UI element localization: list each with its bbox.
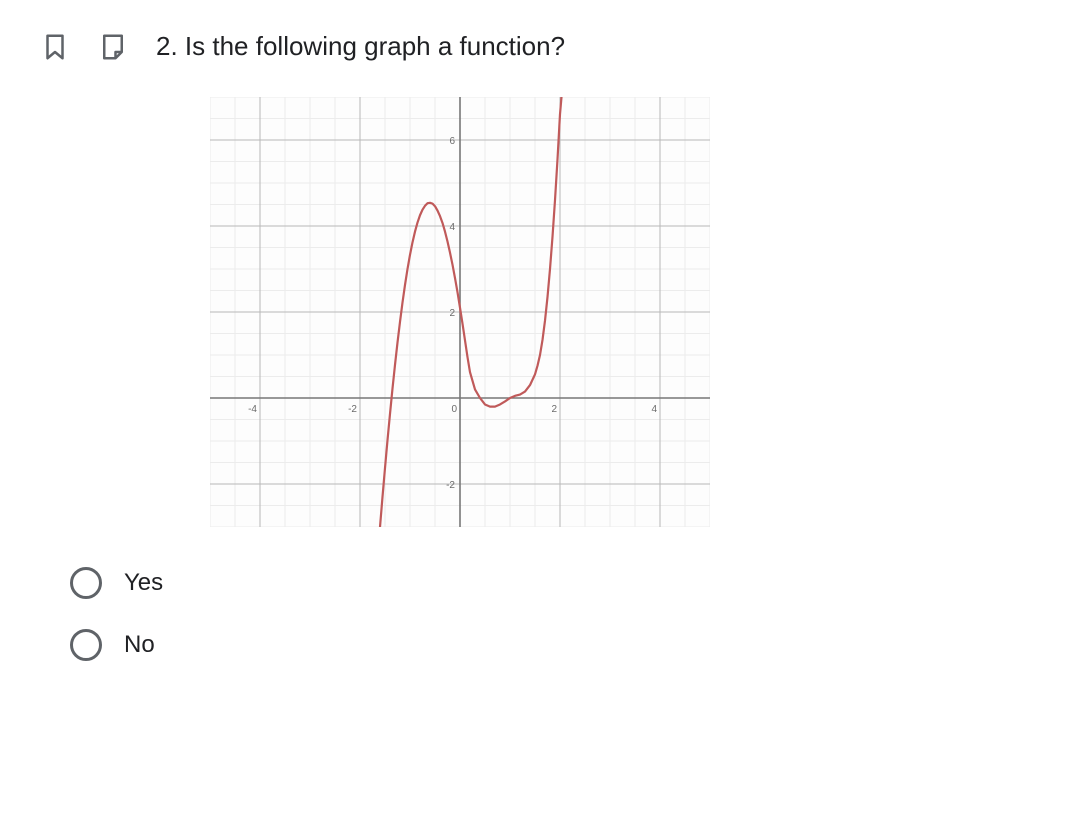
bookmark-icon[interactable] <box>40 32 70 67</box>
question-body: Is the following graph a function? <box>185 31 565 61</box>
question-text: 2. Is the following graph a function? <box>156 30 565 64</box>
answer-label: No <box>124 631 155 659</box>
svg-text:-4: -4 <box>248 404 257 415</box>
answer-label: Yes <box>124 569 163 597</box>
svg-text:6: 6 <box>449 136 455 147</box>
question-number: 2. <box>156 31 178 61</box>
answer-option-yes[interactable]: Yes <box>70 567 1032 599</box>
svg-text:2: 2 <box>449 308 455 319</box>
svg-text:4: 4 <box>651 404 657 415</box>
answer-option-no[interactable]: No <box>70 629 1032 661</box>
svg-text:0: 0 <box>451 404 457 415</box>
note-icon[interactable] <box>98 32 128 67</box>
answer-list: Yes No <box>70 567 1032 661</box>
graph-container: -4 -2 0 2 4 -2 2 4 6 <box>210 97 1032 527</box>
radio-icon <box>70 567 102 599</box>
svg-text:4: 4 <box>449 222 455 233</box>
radio-icon <box>70 629 102 661</box>
svg-text:-2: -2 <box>348 404 357 415</box>
icon-group <box>40 30 128 67</box>
graph: -4 -2 0 2 4 -2 2 4 6 <box>210 97 710 527</box>
svg-text:-2: -2 <box>446 480 455 491</box>
question-header: 2. Is the following graph a function? <box>40 30 1032 67</box>
svg-text:2: 2 <box>551 404 557 415</box>
